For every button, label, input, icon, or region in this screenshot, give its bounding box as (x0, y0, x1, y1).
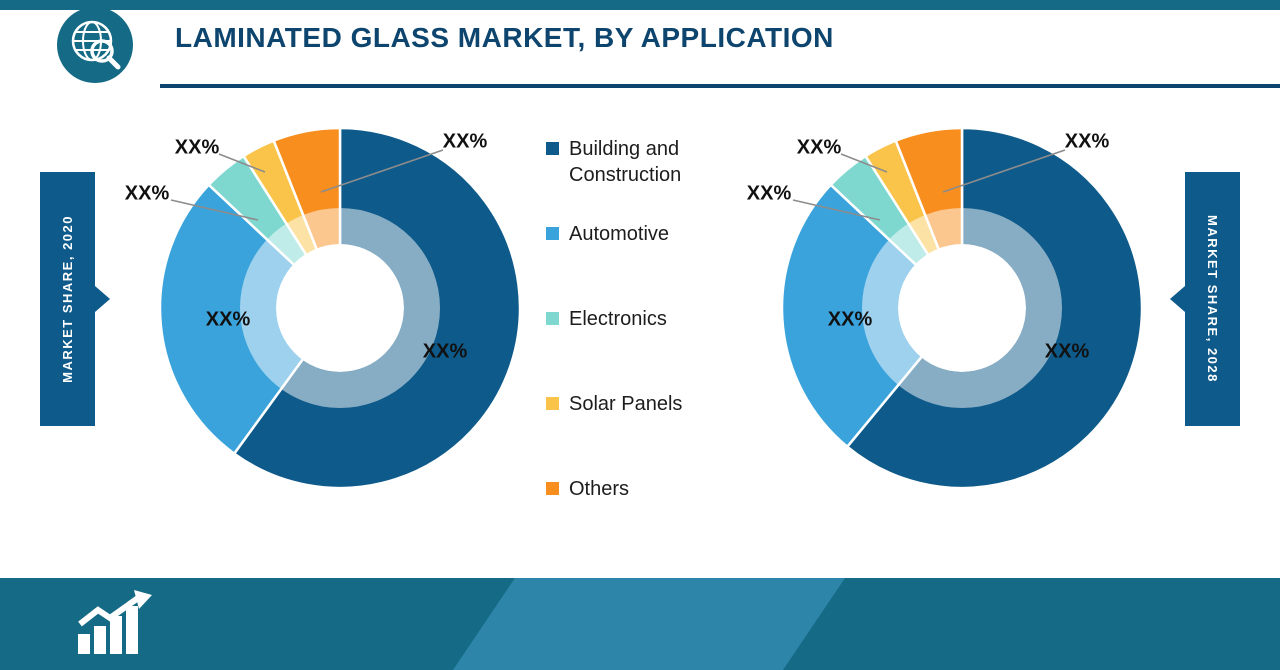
pct-label-others-2028: XX% (1064, 130, 1110, 153)
pct-label-automotive-2020: XX% (205, 308, 251, 331)
legend-item-automotive: Automotive (546, 221, 718, 306)
ribbon-label: MARKET SHARE, 2020 (60, 215, 75, 383)
legend-swatch-others (546, 482, 559, 495)
donut-chart-2028: XX% XX% XX% XX% XX% (737, 110, 1197, 540)
legend-swatch-building-and-construction (546, 142, 559, 155)
legend-label: Solar Panels (569, 393, 683, 415)
bar-chart-growth-icon (78, 590, 152, 654)
pct-label-electronics-2028: XX% (746, 182, 792, 205)
pct-label-electronics-2020: XX% (124, 182, 170, 205)
legend-item-solar-panels: Solar Panels (546, 391, 718, 476)
top-accent-bar (0, 0, 1280, 10)
donut-2028 (780, 126, 1144, 490)
ribbon-market-share-2028: MARKET SHARE, 2028 (1185, 172, 1240, 426)
legend-item-building-and-construction: Building and Construction (546, 136, 718, 221)
pct-label-building-2028: XX% (1044, 340, 1090, 363)
legend-item-others: Others (546, 476, 718, 561)
legend-swatch-electronics (546, 312, 559, 325)
globe-magnifier-icon (71, 20, 121, 70)
ribbon-label: MARKET SHARE, 2028 (1205, 215, 1220, 383)
legend-label: Electronics (569, 308, 667, 330)
footer-bar (0, 578, 1280, 670)
pct-label-building-2020: XX% (422, 340, 468, 363)
page-title: LAMINATED GLASS MARKET, BY APPLICATION (175, 22, 834, 53)
legend-item-electronics: Electronics (546, 306, 718, 391)
legend: Building and Construction Automotive Ele… (546, 136, 718, 561)
pct-label-automotive-2028: XX% (827, 308, 873, 331)
legend-swatch-automotive (546, 227, 559, 240)
legend-label: Others (569, 478, 630, 500)
legend-label: Automotive (569, 223, 670, 245)
donut-inner-ring (862, 208, 1062, 408)
legend-label: Building and Construction (569, 138, 682, 186)
pct-label-solar-panels-2020: XX% (174, 136, 220, 159)
donut-chart-2020: XX% XX% XX% XX% XX% (115, 110, 575, 540)
pct-label-solar-panels-2028: XX% (796, 136, 842, 159)
donut-hole (276, 244, 404, 372)
donut-2020 (158, 126, 522, 490)
ribbon-market-share-2020: MARKET SHARE, 2020 (40, 172, 95, 426)
title-underline (160, 84, 1280, 88)
footer-diagonal-band (452, 578, 845, 670)
donut-inner-ring (240, 208, 440, 408)
legend-swatch-solar-panels (546, 397, 559, 410)
donut-hole (898, 244, 1026, 372)
pct-label-others-2020: XX% (442, 130, 488, 153)
logo (57, 7, 133, 83)
